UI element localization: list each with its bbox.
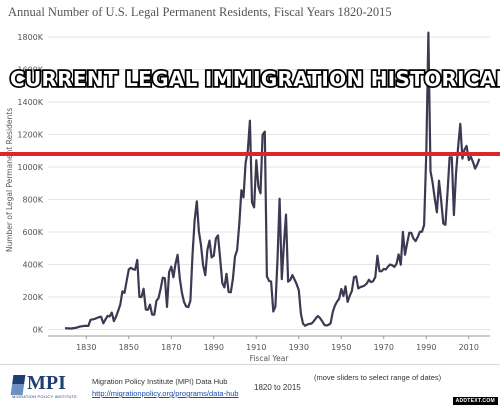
watermark: ADDTEXT.COM xyxy=(452,397,498,405)
x-tick-label: 1990 xyxy=(416,343,436,352)
y-tick-label: 400K xyxy=(22,261,43,270)
series-line xyxy=(64,31,481,330)
chart-title: Annual Number of U.S. Legal Permanent Re… xyxy=(8,5,392,19)
y-tick-label: 1200K xyxy=(17,131,43,140)
source-name: Migration Policy Institute (MPI) Data Hu… xyxy=(92,377,228,386)
slider-hint: (move sliders to select range of dates) xyxy=(314,373,442,382)
x-axis-ticks: 1830 1850 1870 1890 1910 1930 1950 1970 1990 2010 xyxy=(76,336,479,352)
x-tick-label: 1970 xyxy=(374,343,394,352)
x-tick-label: 1850 xyxy=(119,343,139,352)
y-tick-label: 600K xyxy=(22,228,43,237)
y-axis-ticks: 0K 200K 400K 600K 800K 1000K 1200K 1400K 1600K 18… xyxy=(17,33,43,335)
y-tick-label: 1800K xyxy=(17,33,43,42)
date-range-label: 1820 to 2015 xyxy=(254,383,301,392)
y-tick-label: 1000K xyxy=(17,163,43,172)
x-tick-label: 1950 xyxy=(331,343,351,352)
annotation-banner: CURRENT LEGAL IMMIGRATION HISTORICALLY H… xyxy=(10,67,500,91)
logo-subtext: MIGRATION POLICY INSTITUTE xyxy=(12,394,78,399)
x-tick-label: 1930 xyxy=(289,343,309,352)
y-tick-label: 1600K xyxy=(17,66,43,75)
x-tick-label: 1830 xyxy=(76,343,96,352)
x-axis-label: Fiscal Year xyxy=(250,354,290,363)
y-tick-label: 200K xyxy=(22,293,43,302)
logo-mark-icon xyxy=(10,375,26,395)
source-link[interactable]: http://migrationpolicy.org/programs/data… xyxy=(92,389,239,398)
x-tick-label: 1910 xyxy=(246,343,266,352)
x-tick-label: 2010 xyxy=(459,343,479,352)
y-tick-label: 1400K xyxy=(17,98,43,107)
y-tick-label: 0K xyxy=(33,326,44,335)
y-axis-label: Number of Legal Permanent Residents xyxy=(5,108,14,252)
footer: MPI MIGRATION POLICY INSTITUTE Migration… xyxy=(0,364,500,407)
x-tick-label: 1870 xyxy=(161,343,181,352)
gridlines xyxy=(48,36,490,330)
y-tick-label: 800K xyxy=(22,196,43,205)
logo-text: MPI xyxy=(27,372,66,394)
x-tick-label: 1890 xyxy=(204,343,224,352)
mpi-logo[interactable]: MPI MIGRATION POLICY INSTITUTE xyxy=(10,372,78,399)
line-chart: 0K 200K 400K 600K 800K 1000K 1200K 1400K 1600K 18… xyxy=(0,31,500,363)
